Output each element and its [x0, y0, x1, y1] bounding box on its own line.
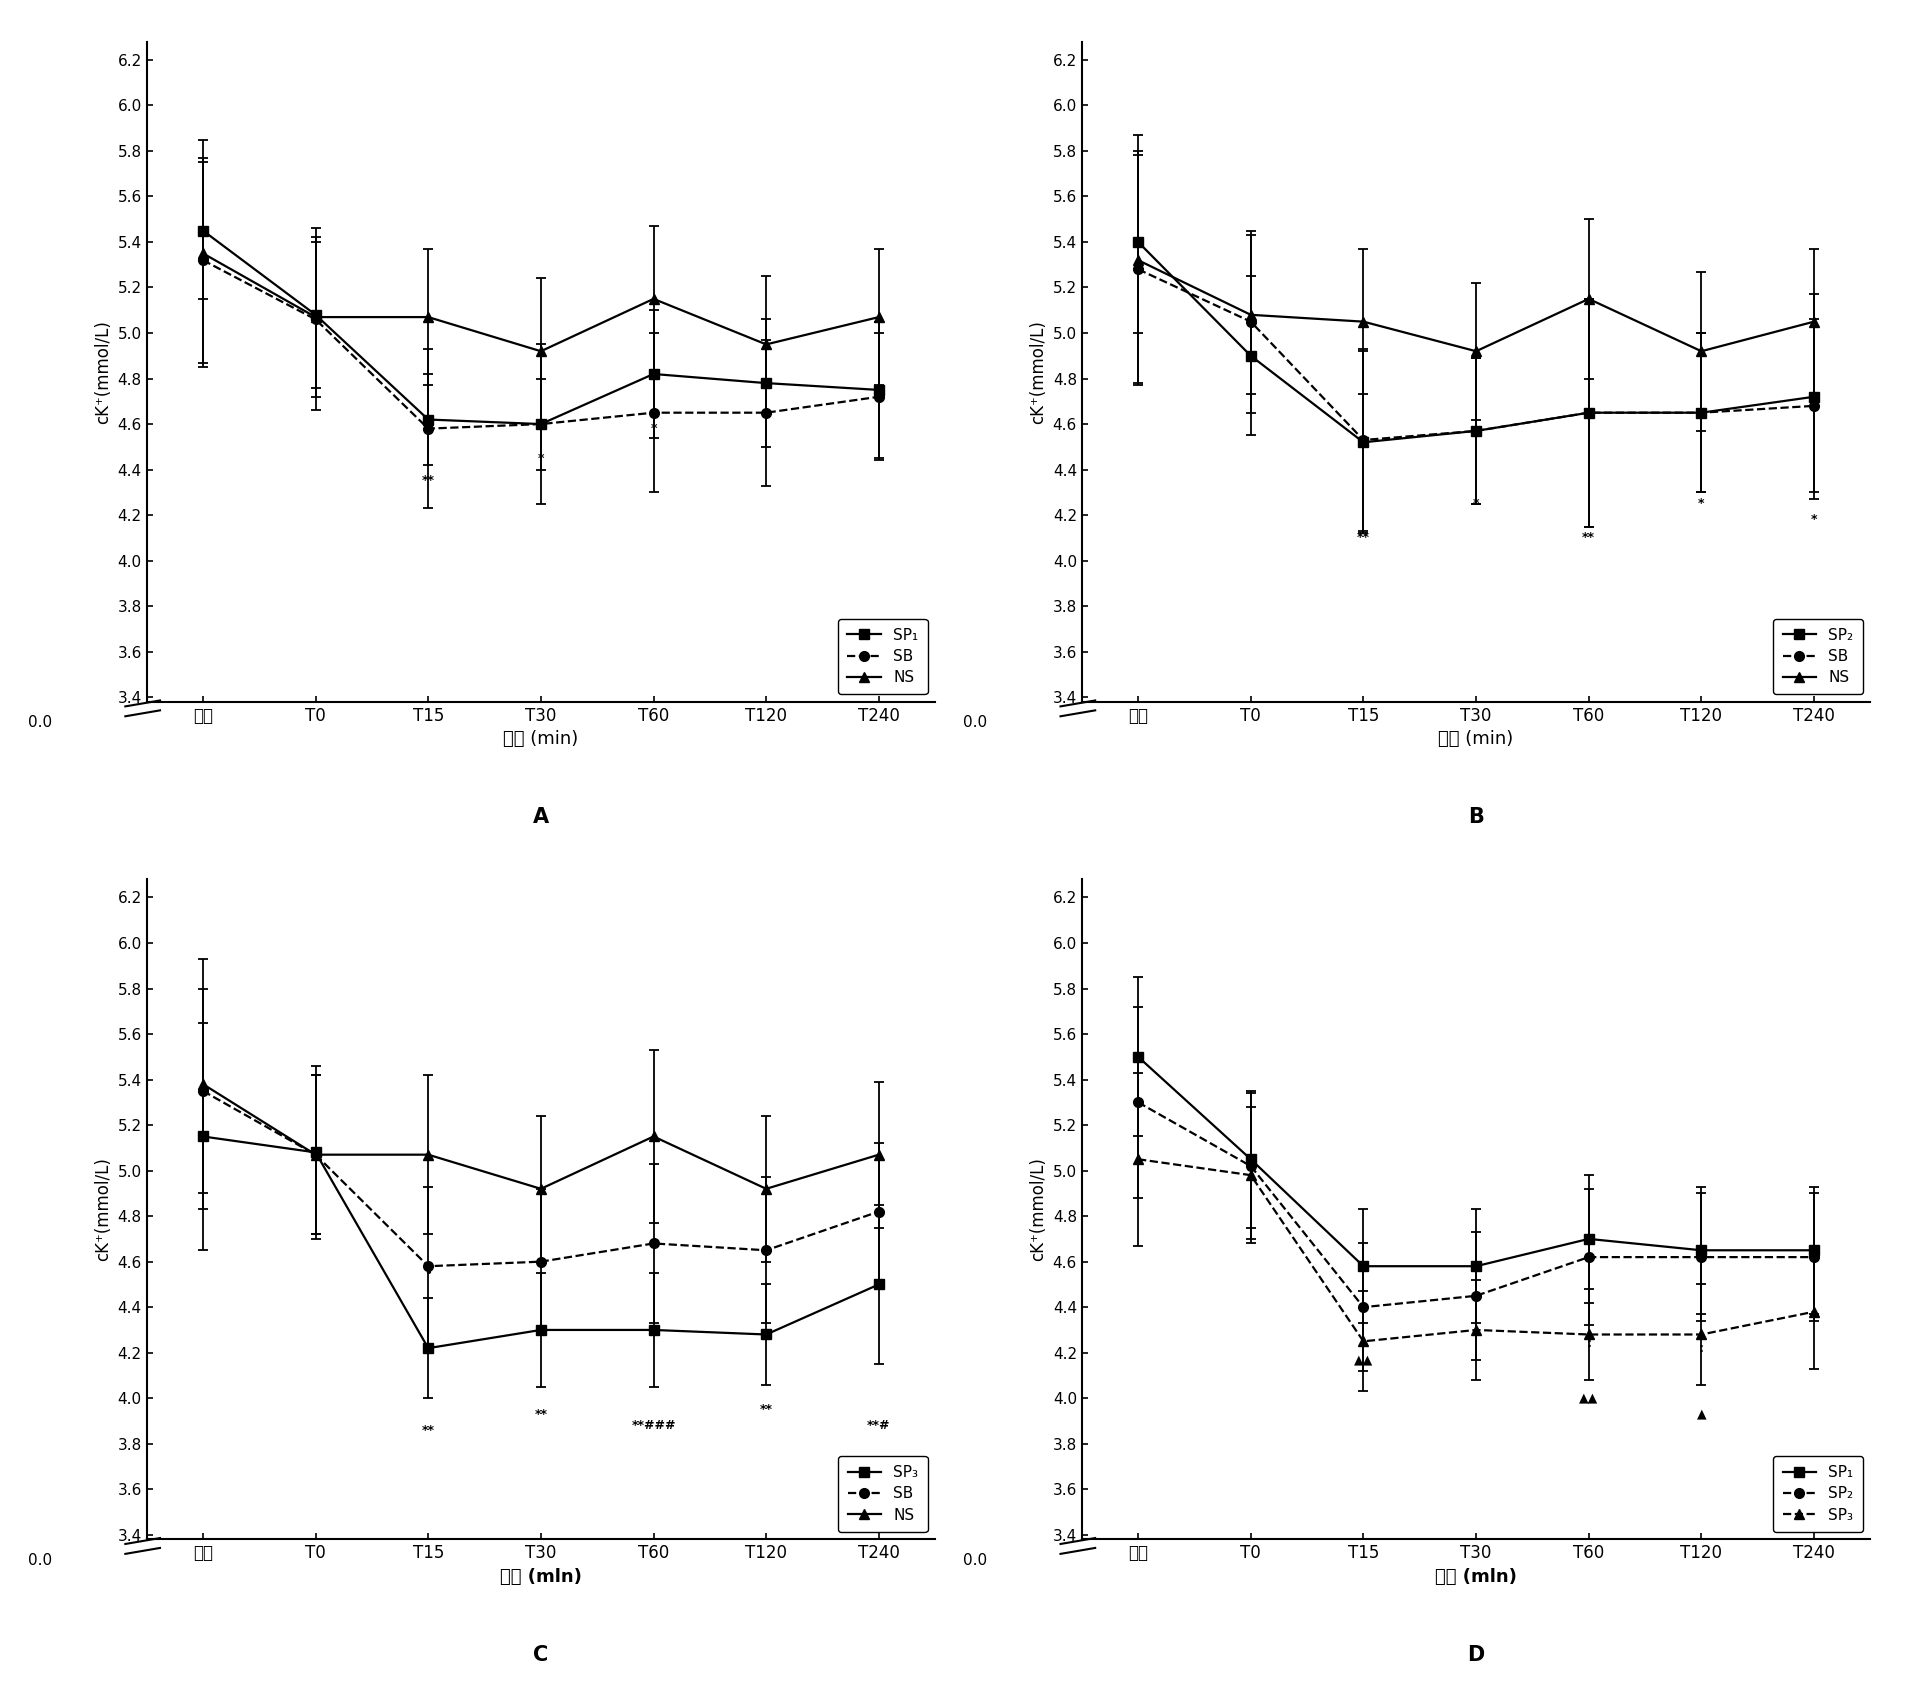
Text: **: **: [533, 1408, 547, 1421]
Text: **: **: [759, 1403, 772, 1416]
Text: **: **: [1358, 531, 1369, 544]
Text: :: :: [1587, 1336, 1591, 1350]
Text: D: D: [1467, 1645, 1486, 1665]
Text: •: •: [1359, 441, 1367, 453]
Legend: SP₁, SB, NS: SP₁, SB, NS: [837, 619, 927, 694]
Text: *: *: [1472, 497, 1480, 510]
Text: ▲: ▲: [1696, 1408, 1706, 1421]
Text: **#: **#: [866, 1420, 891, 1431]
Text: **: **: [423, 475, 434, 487]
Text: *: *: [1811, 514, 1816, 526]
Text: **###: **###: [631, 1420, 675, 1431]
Text: 0.0: 0.0: [29, 1554, 52, 1569]
Text: ▲▲: ▲▲: [1354, 1353, 1373, 1365]
Text: *: *: [424, 422, 432, 436]
Text: 0.0: 0.0: [964, 1554, 987, 1569]
Text: *: *: [537, 451, 545, 465]
Text: *: *: [1698, 497, 1706, 510]
Text: **: **: [1583, 531, 1595, 544]
Text: •: •: [424, 1267, 432, 1279]
X-axis label: 时间 (mln): 时间 (mln): [1436, 1567, 1516, 1586]
Text: ▲▲: ▲▲: [1579, 1392, 1598, 1404]
Text: C: C: [533, 1645, 549, 1665]
Text: A: A: [533, 807, 549, 828]
X-axis label: 时间 (min): 时间 (min): [503, 731, 579, 748]
Legend: SP₂, SB, NS: SP₂, SB, NS: [1774, 619, 1862, 694]
X-axis label: 时间 (mln): 时间 (mln): [499, 1567, 581, 1586]
X-axis label: 时间 (min): 时间 (min): [1438, 731, 1514, 748]
Y-axis label: cK⁺(mmol/L): cK⁺(mmol/L): [94, 321, 111, 424]
Legend: SP₁, SP₂, SP₃: SP₁, SP₂, SP₃: [1774, 1457, 1862, 1531]
Text: 0.0: 0.0: [29, 716, 52, 731]
Y-axis label: cK⁺(mmol/L): cK⁺(mmol/L): [94, 1157, 111, 1262]
Text: *: *: [650, 422, 658, 436]
Y-axis label: cK⁺(mmol/L): cK⁺(mmol/L): [1029, 1157, 1048, 1262]
Text: **: **: [423, 1423, 434, 1437]
Text: B: B: [1468, 807, 1484, 828]
Text: :: :: [1700, 1342, 1704, 1355]
Text: 0.0: 0.0: [964, 716, 987, 731]
Legend: SP₃, SB, NS: SP₃, SB, NS: [837, 1457, 927, 1531]
Y-axis label: cK⁺(mmol/L): cK⁺(mmol/L): [1029, 321, 1048, 424]
